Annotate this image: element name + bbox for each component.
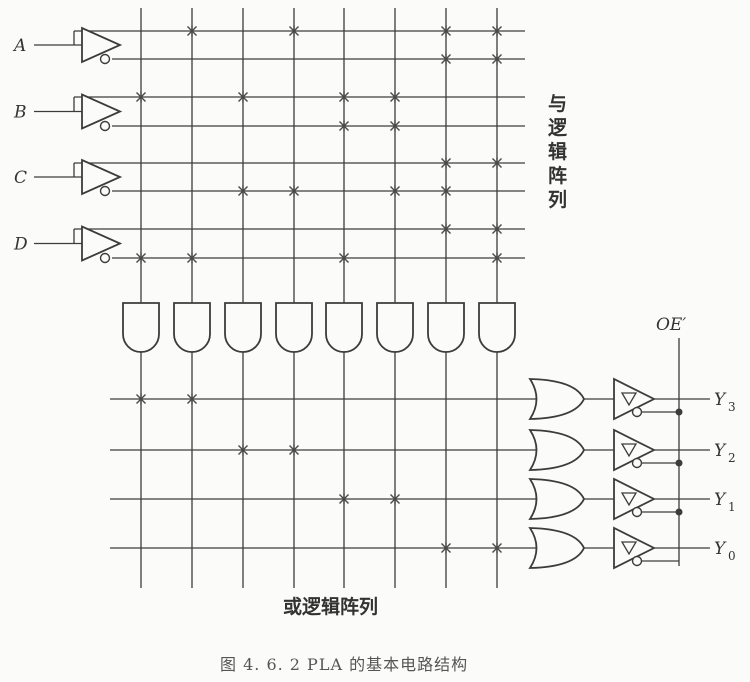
or-connection-3-6 (441, 542, 451, 554)
and-connection-5-B-complement (390, 120, 400, 132)
and-connection-1-D-complement (187, 252, 197, 264)
and-connection-6-A-complement (441, 53, 451, 65)
output-enable-bubble-3 (631, 555, 643, 567)
and-connection-2-C-complement (238, 185, 248, 197)
and-connection-6-C (441, 157, 451, 169)
output-buffer-symbol-3 (620, 541, 638, 556)
output-buffer-symbol-1 (620, 443, 638, 458)
and-connection-5-B (390, 91, 400, 103)
and-connection-7-A-complement (492, 53, 502, 65)
input-label-A: A (12, 36, 26, 56)
or-connection-0-1 (187, 393, 197, 405)
or-gate-2 (528, 478, 585, 520)
or-connection-1-3 (289, 444, 299, 456)
input-buffers (81, 26, 123, 264)
output-label-sub-1: 1 (728, 500, 736, 514)
wires (34, 8, 710, 588)
and-gate-5 (376, 302, 414, 353)
figure-caption: 图 4. 6. 2 PLA 的基本电路结构 (220, 655, 468, 674)
and-gate-2 (224, 302, 262, 353)
and-gate-7 (478, 302, 516, 353)
or-array-label: 或逻辑阵列 (283, 595, 378, 618)
output-enable-bubble-1 (631, 457, 643, 469)
and-array-label-char-5: 列 (548, 189, 567, 211)
output-buffers (613, 377, 683, 570)
or-connection-3-7 (492, 542, 502, 554)
output-labels: Y 3Y 2Y 1Y 0 (714, 390, 736, 563)
output-label-sub-0: 0 (728, 549, 736, 563)
and-gate-4 (325, 302, 363, 353)
enable-label: OE′ (656, 315, 686, 335)
input-inverter-bubble-B (99, 120, 111, 132)
input-inverter-bubble-A (99, 53, 111, 65)
and-gate-6 (427, 302, 465, 353)
output-buffer-symbol-0 (620, 392, 638, 407)
and-connection-7-D (492, 223, 502, 235)
and-connection-2-B (238, 91, 248, 103)
and-connection-5-C-complement (390, 185, 400, 197)
input-label-D: D (13, 235, 28, 255)
output-label-Y3: Y (714, 390, 727, 410)
and-array-label-char-3: 辑 (548, 140, 567, 163)
and-array-label: 与 逻 辑 阵 列 (548, 93, 568, 211)
or-gate-1 (528, 429, 585, 471)
output-enable-bubble-2 (631, 506, 643, 518)
and-connection-7-D-complement (492, 252, 502, 264)
or-connection-2-5 (390, 493, 400, 505)
and-connection-0-D-complement (136, 252, 146, 264)
output-label-Y1: Y (714, 490, 727, 510)
input-inverter-bubble-C (99, 185, 111, 197)
output-label-sub-3: 3 (728, 400, 736, 414)
output-enable-bubble-0 (631, 406, 643, 418)
and-connection-6-A (441, 25, 451, 37)
and-connection-7-C (492, 157, 502, 169)
and-connection-6-C-complement (441, 185, 451, 197)
or-gate-0 (528, 378, 585, 420)
input-label-B: B (13, 103, 27, 123)
input-buffer-D (81, 225, 123, 262)
or-connection-2-4 (339, 493, 349, 505)
output-label-sub-2: 2 (728, 451, 736, 465)
input-labels: A B C D (12, 36, 28, 255)
and-connection-4-B-complement (339, 120, 349, 132)
input-buffer-A (81, 26, 123, 64)
and-connection-4-D-complement (339, 252, 349, 264)
connection-marks (136, 25, 502, 554)
and-connection-0-B (136, 91, 146, 103)
or-connection-0-0 (136, 393, 146, 405)
output-buffer-symbol-2 (620, 492, 638, 507)
and-connection-6-D (441, 223, 451, 235)
enable-junction-2 (675, 508, 683, 516)
and-connection-4-B (339, 91, 349, 103)
and-connection-7-A (492, 25, 502, 37)
and-gate-3 (275, 302, 313, 353)
or-gate-3 (528, 527, 585, 569)
and-gates (122, 302, 516, 353)
or-gates (528, 378, 585, 569)
and-connection-3-A (289, 25, 299, 37)
and-array-label-char-4: 阵 (548, 164, 567, 187)
input-label-C: C (14, 168, 27, 188)
and-array-label-char-2: 逻 (548, 117, 568, 139)
and-connection-3-C-complement (289, 185, 299, 197)
and-gate-1 (173, 302, 211, 353)
and-gate-0 (122, 302, 160, 353)
output-label-Y0: Y (714, 539, 727, 559)
enable-junction-0 (675, 408, 683, 416)
and-connection-1-A (187, 25, 197, 37)
input-buffer-B (81, 93, 123, 130)
output-label-Y2: Y (714, 441, 727, 461)
input-inverter-bubble-D (99, 252, 111, 264)
or-connection-1-2 (238, 444, 248, 456)
and-array-label-char-1: 与 (548, 93, 567, 115)
input-buffer-C (81, 158, 123, 196)
enable-junction-1 (675, 459, 683, 467)
